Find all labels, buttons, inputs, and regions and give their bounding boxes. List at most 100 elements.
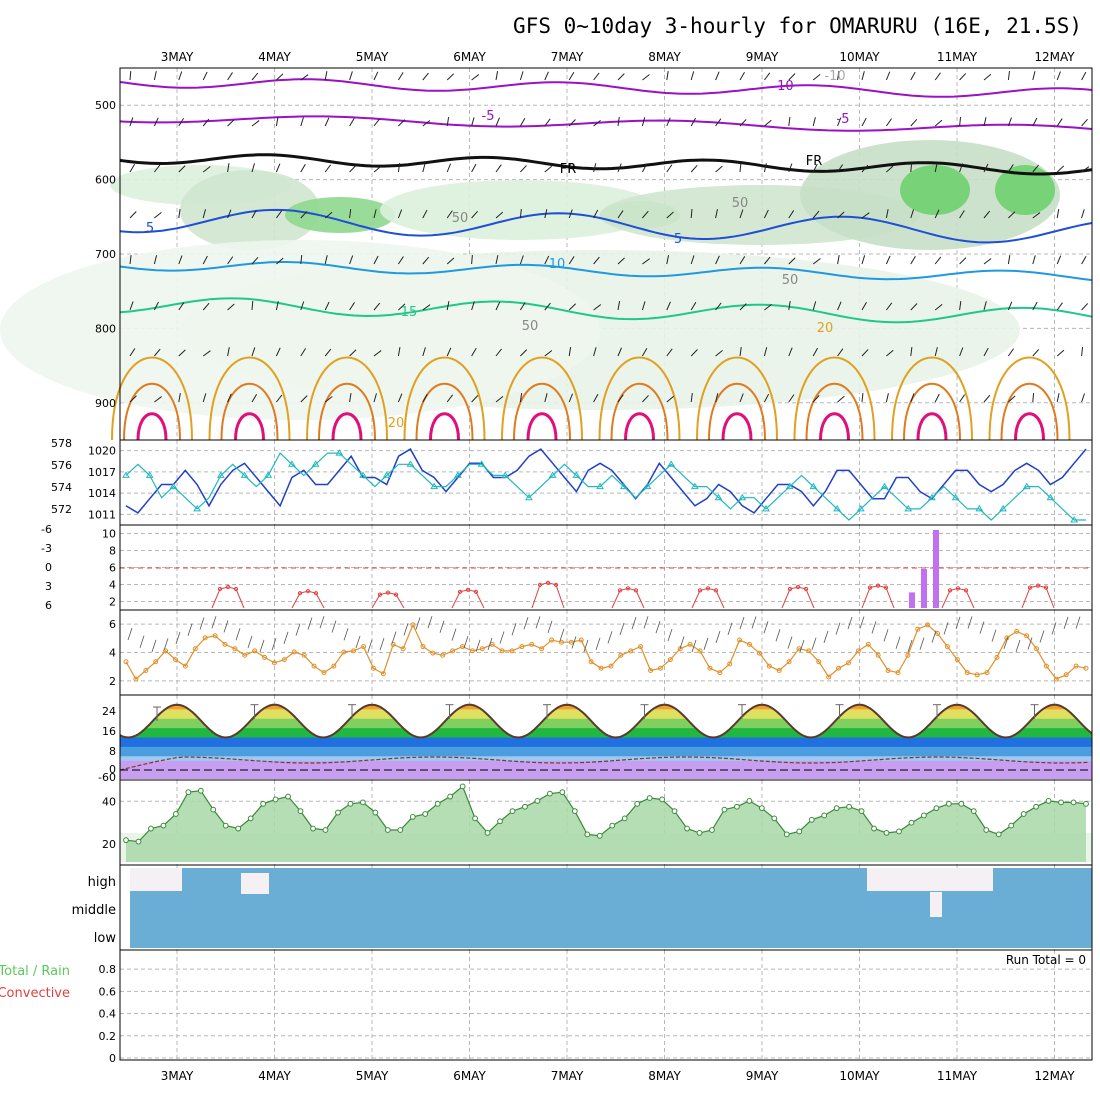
wind-barb bbox=[520, 349, 528, 357]
wind-barb bbox=[495, 117, 500, 127]
wind-barb bbox=[764, 72, 771, 81]
wind-barb bbox=[324, 117, 330, 127]
wind-barb bbox=[154, 348, 161, 357]
rh-marker bbox=[447, 793, 454, 800]
wind-barb bbox=[983, 258, 992, 265]
precip-tick-label: 0.4 bbox=[99, 1008, 117, 1021]
wind-barb bbox=[788, 163, 793, 173]
wind10m-barb bbox=[259, 639, 265, 652]
wind-barb bbox=[666, 395, 675, 403]
wind-barb bbox=[959, 210, 965, 219]
wind-barb bbox=[593, 347, 597, 357]
contour-value-label: -10 bbox=[772, 79, 793, 94]
rh-marker bbox=[634, 800, 641, 807]
lifted-tick-label: 6 bbox=[45, 599, 52, 612]
wind-barb bbox=[300, 163, 306, 173]
date-label-bottom: 4MAY bbox=[258, 1069, 291, 1083]
lifted-index-marker bbox=[883, 585, 889, 590]
rh-marker bbox=[584, 831, 591, 838]
rh-marker bbox=[272, 796, 279, 803]
temp-tick-label: -60 bbox=[98, 771, 116, 784]
rh-marker bbox=[883, 830, 890, 836]
lifted-index-line bbox=[1021, 585, 1055, 609]
wind-speed-marker bbox=[905, 652, 911, 658]
wind-barb bbox=[1081, 71, 1087, 81]
wind-barb bbox=[154, 396, 162, 403]
wind-barb bbox=[520, 165, 527, 173]
wind-speed-marker bbox=[1014, 628, 1020, 634]
wind-barb bbox=[812, 347, 819, 357]
cloud-gap bbox=[867, 868, 993, 891]
wind10m-barb bbox=[823, 630, 829, 643]
lifted-index-marker bbox=[633, 588, 639, 593]
wind-barb bbox=[788, 394, 795, 403]
lifted-index-marker bbox=[377, 592, 383, 597]
wind-barb bbox=[227, 347, 230, 357]
wind10m-barb bbox=[715, 630, 721, 644]
rh-marker bbox=[646, 795, 653, 801]
wind-barb bbox=[690, 164, 698, 173]
wind-barb bbox=[715, 118, 722, 127]
date-label-top: 10MAY bbox=[839, 50, 880, 64]
wind-barb bbox=[910, 393, 915, 403]
wind-speed-marker bbox=[806, 648, 812, 654]
wind-barb bbox=[129, 211, 137, 219]
thickness-marker bbox=[738, 493, 747, 501]
wind-speed-marker bbox=[648, 667, 654, 673]
wind-speed-marker bbox=[657, 665, 663, 671]
wind-barb bbox=[568, 163, 571, 173]
wind-speed-marker bbox=[895, 670, 901, 676]
thickness-marker bbox=[193, 504, 201, 512]
wind-barb bbox=[129, 395, 137, 403]
lifted-index-marker bbox=[713, 588, 719, 593]
lifted-index-marker bbox=[1027, 585, 1033, 590]
wind-barb bbox=[642, 395, 649, 403]
wind-speed-marker bbox=[262, 654, 268, 660]
wind-barb bbox=[886, 349, 894, 357]
wind-barb bbox=[1032, 212, 1041, 219]
wind-speed-marker bbox=[598, 665, 604, 671]
wind-barb bbox=[422, 347, 426, 357]
wind-barb bbox=[129, 164, 136, 173]
wind-speed-marker bbox=[925, 622, 931, 628]
wind-barb bbox=[1007, 255, 1011, 265]
thickness-marker bbox=[1022, 482, 1031, 490]
thickness-marker bbox=[619, 482, 628, 490]
rh-marker bbox=[721, 806, 728, 813]
rh-marker bbox=[409, 814, 416, 820]
contour-value-label: -10 bbox=[824, 69, 845, 84]
rh-marker bbox=[1083, 800, 1089, 807]
wind10m-barb bbox=[583, 639, 589, 653]
wind-barb bbox=[251, 347, 256, 357]
wind-speed-marker bbox=[707, 665, 713, 671]
rh-marker bbox=[434, 800, 441, 807]
wind10m-barb bbox=[331, 620, 337, 633]
wind-speed-marker bbox=[252, 648, 258, 654]
wind-barb bbox=[617, 347, 622, 357]
wind-barb bbox=[812, 210, 820, 219]
wind-barb bbox=[593, 72, 600, 81]
wind-barb bbox=[739, 393, 744, 403]
rh-marker bbox=[310, 825, 316, 832]
wind-barb bbox=[910, 347, 913, 357]
lifted-index-marker bbox=[305, 589, 311, 594]
wind-barb bbox=[1032, 71, 1036, 81]
thickness-marker bbox=[904, 504, 913, 512]
contour-arch-20 bbox=[306, 356, 388, 441]
contour-line-minus5 bbox=[119, 115, 1093, 132]
wind-barb bbox=[983, 347, 989, 357]
rh-marker bbox=[260, 800, 267, 807]
wind-barb bbox=[373, 302, 381, 311]
thickness-marker bbox=[643, 482, 652, 490]
wind-barb bbox=[642, 258, 650, 265]
thickness-marker bbox=[122, 471, 130, 478]
wind-barb bbox=[568, 209, 573, 219]
y-tick-label: 4 bbox=[109, 647, 116, 660]
wind-barb bbox=[886, 302, 893, 311]
wind10m-barb bbox=[595, 637, 601, 651]
wind-barb bbox=[1007, 164, 1014, 173]
wind-barb bbox=[764, 256, 771, 265]
panel-frame-precip bbox=[119, 949, 1093, 1061]
rh-shading bbox=[380, 180, 660, 240]
y-tick-label: 1014 bbox=[88, 487, 116, 500]
